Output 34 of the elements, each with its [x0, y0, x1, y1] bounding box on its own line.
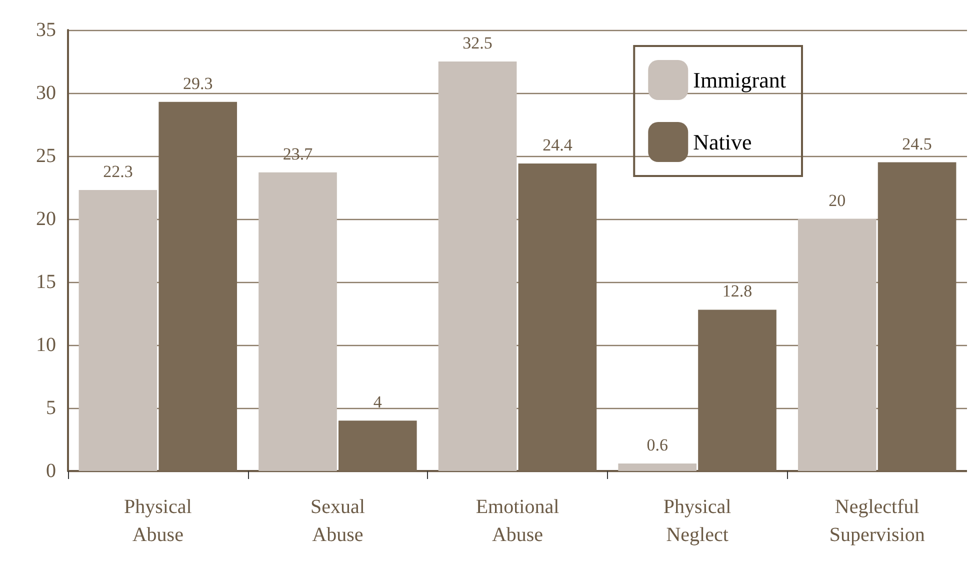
- y-tick-label: 5: [46, 397, 56, 419]
- y-tick-label: 25: [36, 145, 56, 167]
- data-label: 29.3: [182, 74, 213, 93]
- data-label: 12.8: [722, 282, 752, 301]
- bar: [338, 420, 417, 471]
- data-label: 22.3: [103, 162, 133, 182]
- y-tick-label: 30: [36, 82, 56, 104]
- bar: [78, 190, 158, 471]
- data-label: 24.4: [542, 136, 573, 155]
- y-tick-label: 10: [36, 334, 56, 356]
- bar: [798, 219, 876, 471]
- y-tick-label: 35: [36, 19, 56, 41]
- bar: [258, 172, 337, 471]
- legend-label: Native: [693, 130, 752, 154]
- bar: [518, 164, 597, 471]
- bar: [618, 463, 697, 471]
- y-tick-label: 15: [36, 271, 56, 293]
- data-label: 20: [828, 191, 846, 210]
- bar: [158, 102, 238, 471]
- data-label: 4: [373, 392, 382, 412]
- data-label: 32.5: [462, 34, 492, 52]
- data-label: 0.6: [646, 435, 668, 454]
- x-tick-label: Physical Abuse: [124, 496, 192, 546]
- data-label: 24.5: [902, 134, 932, 154]
- bar: [878, 162, 956, 471]
- legend-label: Immigrant: [693, 68, 786, 92]
- y-tick-label: 0: [46, 460, 56, 482]
- x-tick-label: Physical Neglect: [663, 496, 732, 546]
- x-tick-label: Emotional Abuse: [476, 496, 560, 546]
- x-tick-label: Neglectful Supervision: [829, 496, 925, 546]
- bar: [698, 310, 776, 471]
- bar: [438, 62, 517, 471]
- y-tick-label: 20: [36, 208, 56, 230]
- x-tick-label: Sexual Abuse: [310, 496, 366, 546]
